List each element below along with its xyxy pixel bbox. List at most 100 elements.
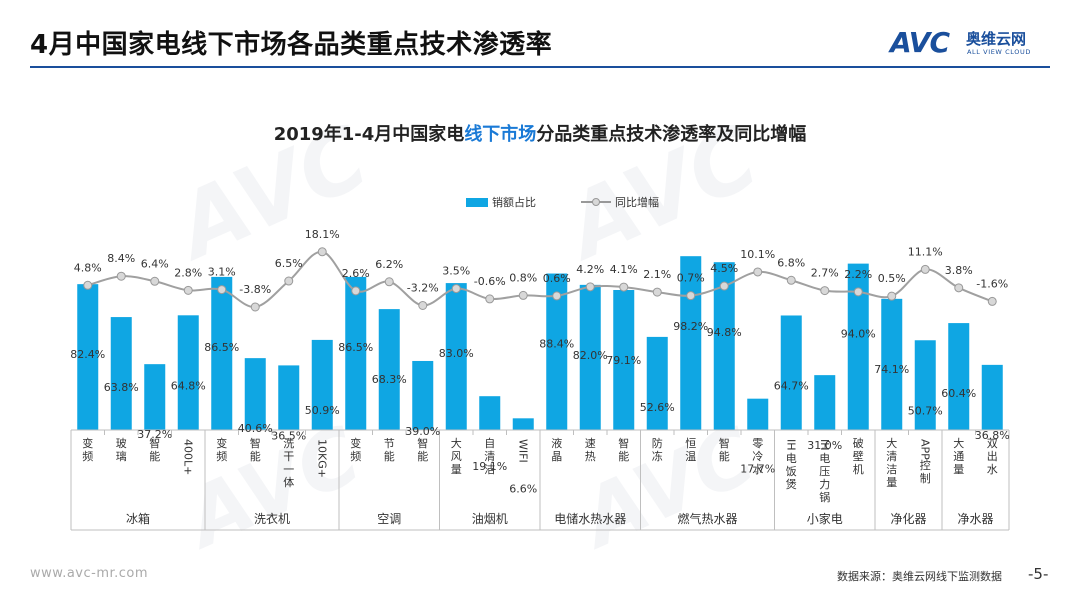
group-label: 空调 [377,512,401,526]
bar [378,309,400,430]
group-label: 洗衣机 [254,511,290,526]
category-label: 变频 [82,436,93,463]
category-label: 大通量 [953,436,964,476]
growth-point [284,276,294,286]
bar-value-label: 50.7% [908,404,943,417]
category-label: 恒温 [685,437,696,463]
bar-value-label: 98.2% [673,320,708,333]
bar-value-label: 94.8% [707,326,742,339]
chart-title-highlight: 线下市场 [464,124,537,145]
growth-point [351,286,361,296]
bar-value-label: 63.8% [104,381,139,394]
category-label-latin: APP [918,439,931,460]
growth-point [652,287,662,297]
bar [847,263,869,430]
growth-value-label: -3.8% [239,283,271,296]
growth-value-label: 0.7% [677,272,705,285]
bar [948,323,970,430]
growth-point [384,277,394,287]
growth-value-label: 0.5% [878,272,906,285]
bar-value-label: 86.5% [204,341,239,354]
category-label: 智能 [417,436,428,463]
category-label-latin: 400L+ [181,439,194,475]
growth-value-label: 2.7% [811,267,839,280]
category-label: 变频 [216,436,227,463]
growth-point [83,280,93,290]
logo-chinese-name: 奥维云网 [966,30,1027,48]
category-label: 智能 [149,436,160,463]
bar [579,284,601,430]
growth-value-label: 10.1% [740,248,775,261]
bar-value-label: 50.9% [305,404,340,417]
growth-value-label: 4.2% [576,263,604,276]
category-label: 智能 [250,436,261,463]
category-label: 节能 [384,437,395,463]
growth-point [116,271,126,281]
growth-value-label: 2.1% [643,268,671,281]
growth-point [518,290,528,300]
growth-point [987,296,997,306]
bar-value-label: 79.1% [606,354,641,367]
group-label: 净化器 [890,512,926,526]
growth-value-label: 6.5% [275,257,303,270]
growth-point [217,285,227,295]
bar [177,315,199,430]
growth-value-label: 0.8% [509,271,537,284]
growth-value-label: 0.6% [543,272,571,285]
growth-point [250,302,260,312]
bar [77,284,99,430]
bar-value-label: 64.8% [171,379,206,392]
group-label: 燃气热水器 [677,511,737,526]
category-label-latin: IH [818,439,831,451]
footer-source: 数据来源：奥维云网线下监测数据 [837,570,1002,583]
category-label-latin: IH [784,439,797,451]
group-label: 冰箱 [126,511,150,526]
bar [412,360,434,430]
bar [981,364,1003,430]
growth-point [954,283,964,293]
bar-value-label: 36.8% [975,429,1010,442]
bar [713,262,735,430]
bar-value-label: 82.0% [573,349,608,362]
page-number: -5- [1028,565,1049,583]
bar [914,340,936,430]
growth-value-label: 6.8% [777,256,805,269]
category-label: 液晶 [551,436,562,463]
category-label: 智能 [719,436,730,463]
bar-value-label: 64.7% [774,379,809,392]
chart-title-part2: 分品类重点技术渗透率及同比增幅 [536,124,807,145]
category-label: 自清洁 [484,437,495,476]
bar-value-label: 88.4% [539,338,574,351]
growth-point [786,275,796,285]
bar-value-label: 60.4% [941,387,976,400]
growth-point [686,291,696,301]
category-label: 防冻 [652,436,663,463]
bar [110,317,132,430]
bar-value-label: 6.6% [509,482,537,495]
bar [814,375,836,430]
bar [479,396,501,430]
growth-value-label: 4.1% [610,263,638,276]
growth-point [820,286,830,296]
legend-bar-swatch [466,198,488,207]
bar-value-label: 31.0% [807,439,842,452]
chart-title-part1: 2019年1-4月中国家电 [273,124,465,145]
growth-point [887,291,897,301]
growth-point [920,264,930,274]
growth-value-label: 2.6% [342,267,370,280]
bar-value-label: 83.0% [439,347,474,360]
bar-value-label: 82.4% [70,348,105,361]
bar [646,336,668,430]
group-label: 电储水热水器 [554,511,626,526]
growth-value-label: 6.4% [141,257,169,270]
category-label: 速热 [585,437,596,463]
bar [613,289,635,430]
group-label: 净水器 [957,512,993,526]
category-label: 玻璃 [116,437,127,463]
category-label: 零冷水 [752,437,763,476]
growth-point [753,267,763,277]
growth-line [87,250,993,308]
growth-point [485,294,495,304]
growth-point [418,300,428,310]
bar [512,418,534,430]
